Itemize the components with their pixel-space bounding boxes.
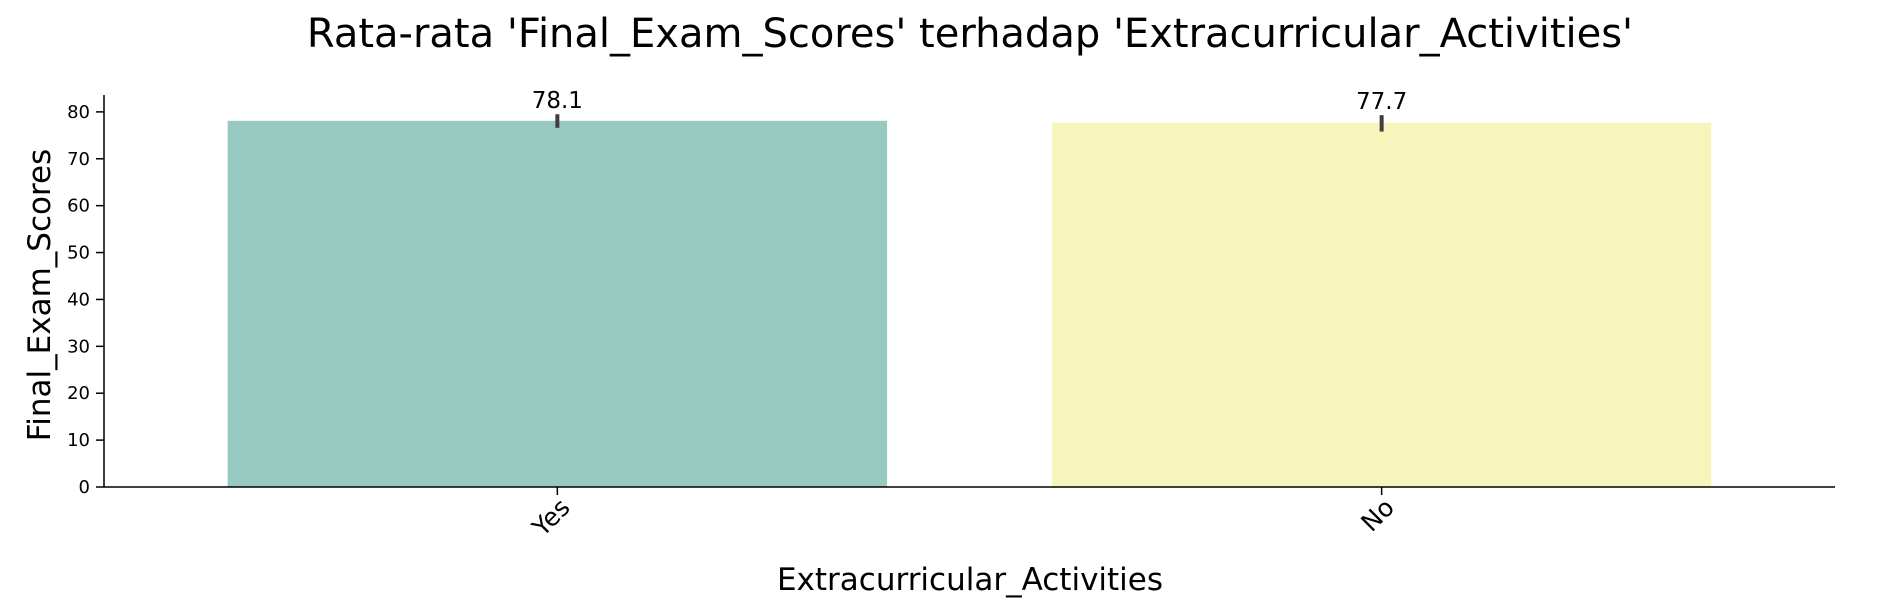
y-tick-label: 0	[79, 477, 90, 498]
chart-title: Rata-rata 'Final_Exam_Scores' terhadap '…	[307, 11, 1633, 57]
data-labels: 78.1 77.7	[532, 88, 1408, 115]
y-tick-label: 70	[67, 149, 90, 170]
y-tick-label: 10	[67, 430, 90, 451]
y-axis-ticks: 0 10 20 30 40 50 60 70 80	[67, 102, 104, 498]
data-label-yes: 78.1	[532, 88, 583, 114]
bar-yes	[227, 120, 888, 487]
x-axis-ticks: Yes No	[526, 487, 1400, 542]
x-axis-label: Extracurricular_Activities	[777, 562, 1163, 598]
y-tick-label: 80	[67, 102, 90, 123]
y-axis-label: Final_Exam_Scores	[22, 149, 58, 442]
y-tick-label: 50	[67, 243, 90, 264]
error-bars	[555, 114, 1384, 132]
x-tick-label-no: No	[1355, 493, 1400, 538]
y-tick-label: 20	[67, 383, 90, 404]
x-tick-label-yes: Yes	[526, 493, 576, 543]
y-tick-label: 60	[67, 196, 90, 217]
bar-no	[1051, 122, 1712, 487]
data-label-no: 77.7	[1356, 89, 1407, 115]
bars	[227, 120, 1712, 487]
y-tick-label: 30	[67, 336, 90, 357]
y-tick-label: 40	[67, 289, 90, 310]
